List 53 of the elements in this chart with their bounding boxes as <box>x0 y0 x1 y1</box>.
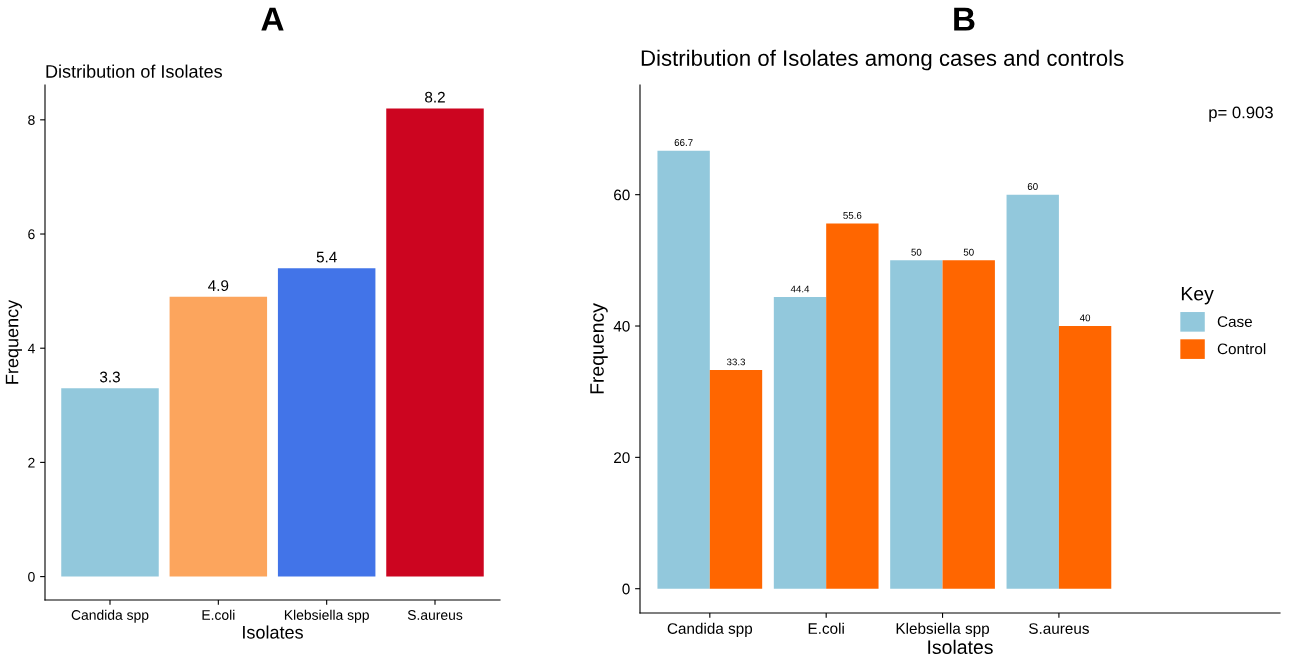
bar <box>1058 326 1112 589</box>
y-tick-label: 8 <box>28 115 35 125</box>
x-tick-label: Klebsiella spp <box>284 609 369 623</box>
data-label: 40 <box>1079 314 1091 322</box>
bar <box>890 260 943 589</box>
y-tick-label: 20 <box>614 452 630 464</box>
legend-label: Case <box>1217 316 1252 327</box>
bar <box>826 223 879 589</box>
x-axis-title: Isolates <box>928 639 993 655</box>
data-label: 3.3 <box>99 371 120 383</box>
bar <box>61 388 159 577</box>
y-axis-title: Frequency <box>5 299 22 384</box>
legend-title: Key <box>1181 286 1214 305</box>
data-label: 8.2 <box>425 91 445 103</box>
data-label: 50 <box>911 248 922 256</box>
x-tick-label: S.aureus <box>407 610 463 620</box>
data-label: 4.9 <box>208 280 229 292</box>
y-tick-label: 2 <box>28 457 35 468</box>
bar <box>169 296 268 577</box>
bar <box>942 260 995 589</box>
data-label: 33.3 <box>726 358 746 366</box>
data-label: 44.4 <box>790 285 810 293</box>
bar <box>277 268 376 577</box>
y-tick-label: 4 <box>27 343 35 354</box>
legend-label: Control <box>1217 343 1266 355</box>
x-tick-label: Klebsiella spp <box>896 622 990 637</box>
data-label: 60 <box>1027 183 1038 190</box>
y-tick-label: 6 <box>28 229 35 240</box>
bar <box>773 297 827 589</box>
x-axis-title: Isolates <box>243 625 303 639</box>
data-label: 55.6 <box>843 211 862 219</box>
data-label: 66.7 <box>674 139 693 146</box>
chart-title: A <box>261 7 284 31</box>
x-tick-label: Candida spp <box>71 609 149 623</box>
x-tick-label: Candida spp <box>667 622 753 637</box>
y-tick-label: 0 <box>622 583 630 595</box>
bar <box>657 150 710 589</box>
x-tick-label: S.aureus <box>1029 623 1089 634</box>
x-tick-label: E.coli <box>808 622 844 634</box>
data-label: 50 <box>963 248 974 256</box>
chart-subtitle: Distribution of Isolates among cases and controls <box>641 49 1124 71</box>
bar <box>386 108 484 577</box>
bar <box>709 370 763 589</box>
chart-title: B <box>954 7 975 31</box>
x-tick-label: E.coli <box>202 609 235 620</box>
y-tick-label: 60 <box>614 189 630 201</box>
chart-subtitle: Distribution of Isolates <box>46 64 222 78</box>
y-tick-label: 40 <box>613 320 630 332</box>
y-axis-title: Frequency <box>590 303 608 394</box>
bar <box>1006 194 1059 589</box>
text: p= 0.903 <box>1209 106 1273 122</box>
data-label: 5.4 <box>316 251 337 263</box>
y-tick-label: 0 <box>28 571 35 582</box>
